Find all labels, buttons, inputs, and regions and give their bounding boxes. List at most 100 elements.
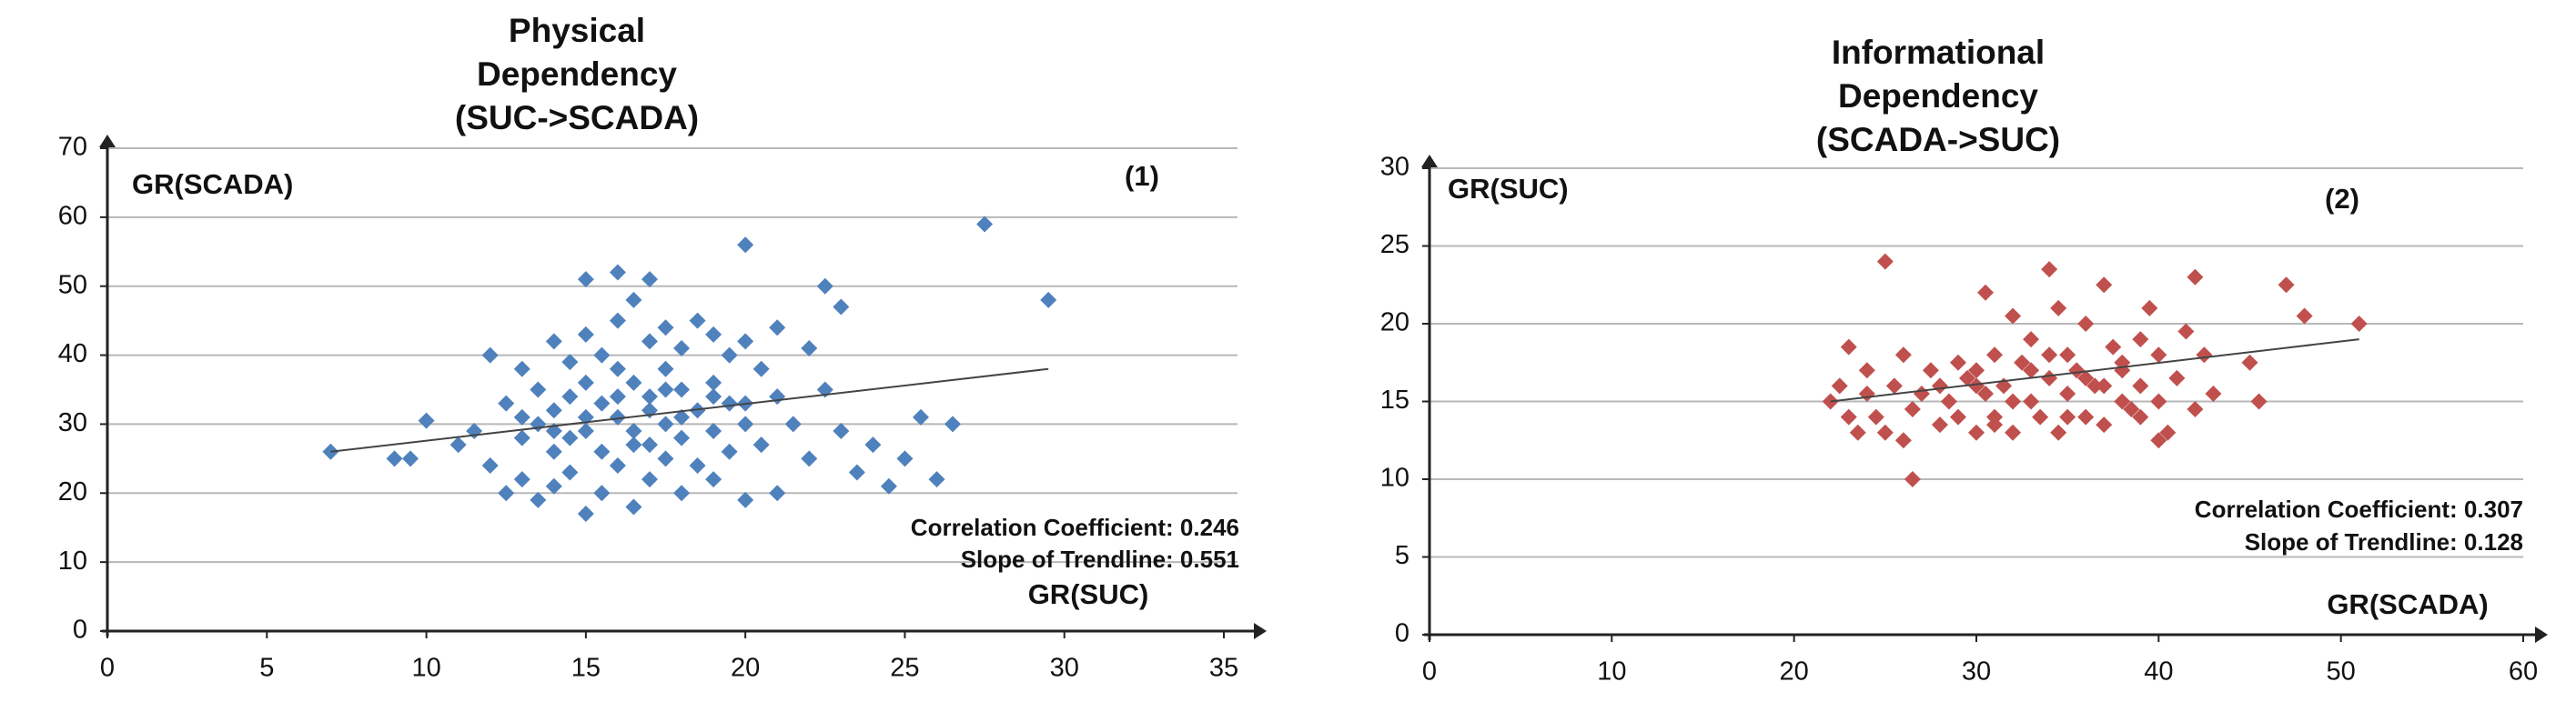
point [1958, 369, 1975, 386]
y-tick-label: 70 [58, 133, 87, 162]
point [1949, 354, 1966, 371]
point [1858, 385, 1875, 402]
point [513, 429, 530, 446]
point [657, 381, 674, 398]
point [2041, 261, 2058, 278]
point [2050, 299, 2067, 316]
x-tick-label: 10 [1597, 657, 1626, 687]
point [530, 491, 547, 508]
point [801, 450, 818, 467]
point [705, 374, 722, 391]
point [896, 450, 914, 467]
point [1867, 408, 1884, 426]
point [848, 464, 865, 481]
point [705, 423, 722, 440]
y-axis-label: GR(SCADA) [132, 168, 293, 200]
y-tick-label: 0 [1395, 619, 1409, 648]
chart-title: (SUC->SCADA) [455, 99, 699, 136]
x-tick-label: 30 [1962, 657, 1991, 687]
point [625, 291, 642, 308]
point [737, 416, 754, 433]
point [625, 374, 642, 391]
point [737, 491, 754, 508]
chart-panel: 0 5 10 15 20 25 30 0 10 20 30 40 50 60 Informational De… [1380, 34, 2548, 687]
x-tick-label: 15 [571, 654, 601, 683]
point [2077, 369, 2095, 386]
point [1040, 291, 1057, 308]
point [721, 346, 738, 364]
point [466, 423, 483, 440]
point [561, 354, 579, 371]
point [593, 443, 611, 460]
point [2023, 331, 2040, 348]
point [2050, 424, 2067, 441]
y-tick-label: 5 [1395, 541, 1409, 570]
point [2205, 385, 2222, 402]
point [2032, 408, 2049, 426]
point [641, 333, 658, 350]
point [577, 374, 594, 391]
point [2241, 354, 2258, 371]
point [2096, 276, 2113, 294]
y-tick-label: 15 [1380, 386, 1409, 415]
chart-title: Physical [509, 12, 645, 49]
point [673, 485, 691, 502]
point [737, 236, 754, 254]
panel-label: (1) [1125, 160, 1159, 192]
point [513, 360, 530, 377]
y-axis-arrow [99, 135, 116, 147]
point [2150, 346, 2167, 364]
point [1968, 377, 1985, 395]
point [1968, 424, 1985, 441]
point [705, 471, 722, 488]
point [2168, 369, 2186, 386]
point [2296, 307, 2313, 325]
point [753, 436, 770, 454]
point [2059, 385, 2076, 402]
point [2096, 377, 2113, 395]
point [2150, 432, 2167, 449]
point [673, 429, 691, 446]
point [593, 346, 611, 364]
x-tick-label: 0 [100, 654, 115, 683]
point [1840, 338, 1857, 356]
point [402, 450, 419, 467]
point [769, 388, 786, 406]
point [545, 402, 562, 419]
point [705, 326, 722, 343]
chart-title: Informational [1832, 34, 2045, 71]
point [1931, 377, 1948, 395]
point [609, 264, 626, 281]
x-axis-arrow [2535, 627, 2548, 643]
y-tick-label: 40 [58, 339, 87, 368]
point [450, 436, 467, 454]
point [689, 312, 706, 329]
chart-title: (SCADA->SUC) [1816, 121, 2060, 158]
panel-label: (2) [2325, 183, 2359, 215]
point [545, 477, 562, 495]
x-tick-label: 20 [731, 654, 760, 683]
point [1949, 408, 1966, 426]
annotation: Slope of Trendline: 0.551 [961, 546, 1239, 573]
point [641, 436, 658, 454]
point [2014, 354, 2031, 371]
point [1876, 424, 1894, 441]
point [498, 395, 515, 412]
point [721, 395, 738, 412]
point [1986, 346, 2004, 364]
point [2278, 276, 2295, 294]
point [1894, 432, 1912, 449]
point [577, 326, 594, 343]
point [801, 339, 818, 356]
point [593, 395, 611, 412]
point [657, 416, 674, 433]
point [1849, 424, 1866, 441]
point [945, 416, 962, 433]
point [561, 388, 579, 406]
point [513, 408, 530, 426]
point [1940, 393, 1957, 410]
point [705, 388, 722, 406]
point [2187, 401, 2204, 418]
x-tick-label: 10 [411, 654, 440, 683]
point [2123, 401, 2140, 418]
